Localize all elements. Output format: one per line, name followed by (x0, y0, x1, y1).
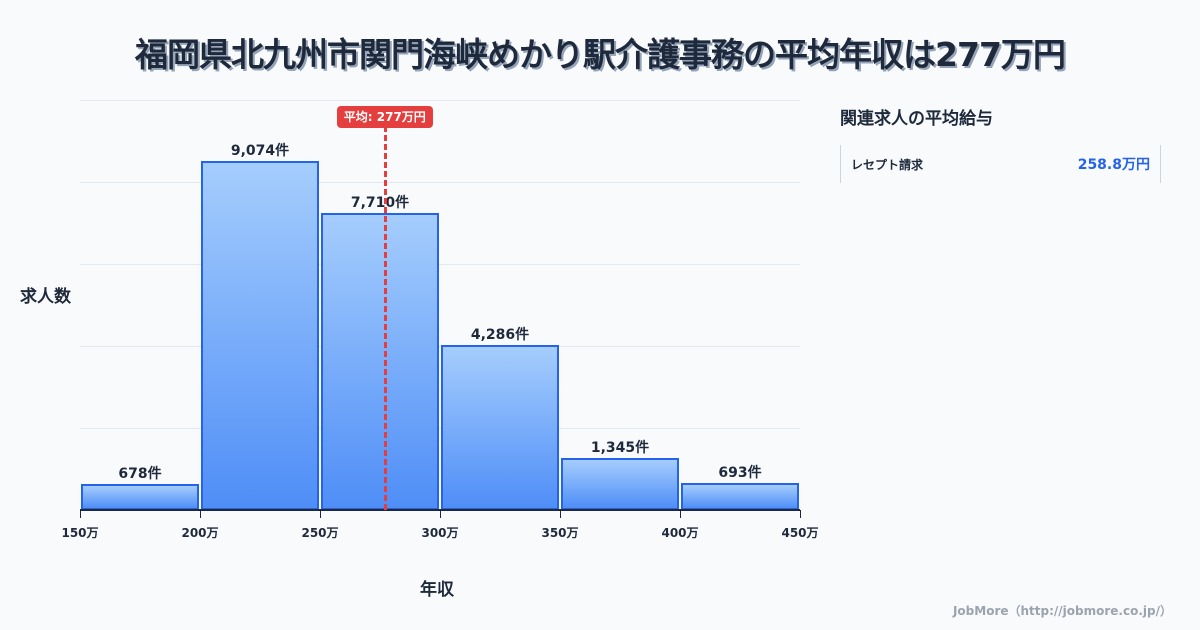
bar-value-label: 7,710件 (350, 195, 410, 212)
page-title: 福岡県北九州市関門海峡めかり駅介護事務の平均年収は277万円 (135, 35, 1066, 74)
histogram-bar (561, 458, 679, 510)
related-job-value: 258.8万円 (1077, 157, 1150, 173)
y-axis-label: 求人数 (20, 287, 71, 307)
histogram-bar (201, 161, 319, 510)
bar-value-label: 4,286件 (470, 327, 530, 344)
footer-credit: JobMore（http://jobmore.co.jp/） (952, 604, 1172, 618)
x-axis-tick (560, 510, 561, 518)
gridline (80, 428, 800, 429)
bar-value-label: 693件 (718, 465, 762, 482)
x-axis-tick-label: 250万 (301, 526, 339, 540)
gridline (80, 100, 800, 101)
gridline (80, 264, 800, 265)
x-axis-tick (680, 510, 681, 518)
x-axis-tick-label: 200万 (181, 526, 219, 540)
x-axis-tick-label: 350万 (541, 526, 579, 540)
bar-value-label: 678件 (118, 465, 162, 482)
histogram-bar (681, 483, 799, 510)
histogram-bar (321, 213, 439, 510)
histogram-bar (441, 345, 559, 510)
x-axis-tick (800, 510, 801, 518)
x-axis-tick-label: 400万 (661, 526, 699, 540)
histogram-bar (81, 483, 199, 510)
gridline (80, 182, 800, 183)
x-axis-tick (200, 510, 201, 518)
x-axis-tick-label: 150万 (61, 526, 99, 540)
related-salary-title: 関連求人の平均給与 (840, 109, 993, 129)
gridline (80, 346, 800, 347)
bar-value-label: 1,345件 (590, 440, 650, 457)
mean-badge: 平均: 277万円 (336, 106, 433, 128)
bar-value-label: 9,074件 (230, 143, 290, 159)
mean-line (383, 126, 387, 510)
x-axis-label: 年収 (420, 580, 454, 600)
x-axis-tick (80, 510, 81, 518)
x-axis-tick-label: 450万 (781, 526, 819, 540)
x-axis-tick (440, 510, 441, 518)
related-job-item: レセプト請求 258.8万円 (840, 145, 1161, 183)
related-job-label: レセプト請求 (851, 157, 924, 172)
x-axis-tick (320, 510, 321, 518)
histogram-chart: 求人数 年収 678件 9,074件 7,710件 4,286件 1,345件 693件 1… (20, 100, 819, 600)
x-axis-tick-label: 300万 (421, 526, 459, 540)
